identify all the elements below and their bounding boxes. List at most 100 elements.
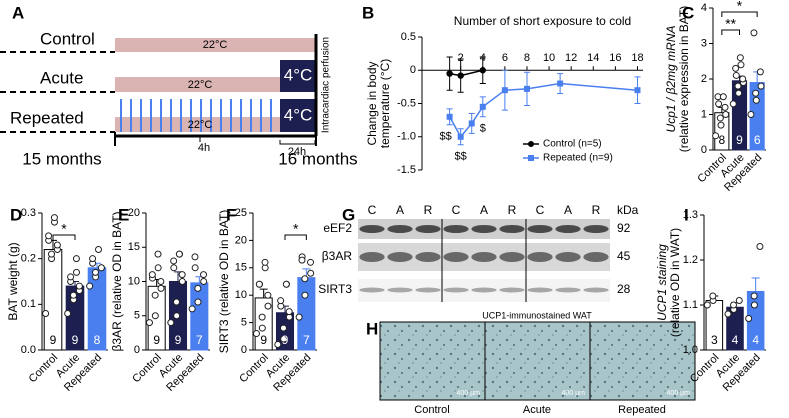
y-tick-label: 15 bbox=[128, 241, 140, 253]
data-point bbox=[97, 264, 105, 272]
data-point bbox=[261, 258, 269, 266]
x-tick-label: 16 bbox=[609, 52, 621, 64]
data-point bbox=[200, 271, 208, 279]
band bbox=[555, 225, 581, 233]
error-bar bbox=[259, 288, 268, 298]
n-label: 9 bbox=[50, 333, 57, 347]
perfusion-label: Intracardiac perfusion bbox=[321, 37, 332, 133]
lane-label: A bbox=[396, 203, 404, 217]
data-point bbox=[67, 273, 75, 281]
data-point bbox=[307, 258, 315, 266]
data-point bbox=[157, 284, 165, 292]
band bbox=[415, 252, 441, 262]
data-point bbox=[145, 319, 153, 327]
y-tick-label: 1 bbox=[701, 108, 707, 120]
data-point bbox=[264, 302, 272, 310]
data-point bbox=[523, 85, 530, 92]
data-point bbox=[178, 271, 186, 279]
series-line bbox=[448, 82, 638, 139]
data-point bbox=[45, 232, 53, 240]
data-point bbox=[557, 80, 564, 87]
x-tick-label: 14 bbox=[587, 52, 599, 64]
data-point bbox=[716, 114, 724, 122]
data-point bbox=[173, 298, 180, 306]
temp-label: 22°C bbox=[188, 119, 213, 131]
data-point bbox=[734, 82, 742, 90]
data-point bbox=[736, 54, 744, 62]
y-tick-label: 0 bbox=[134, 344, 140, 356]
data-point bbox=[175, 250, 183, 258]
y-axis-title: Ucp1 / β2mg mRNA bbox=[664, 26, 678, 133]
y-axis-title: (relative OD in WAT) bbox=[668, 228, 682, 337]
n-label: 8 bbox=[94, 333, 101, 347]
y-tick-label: 4 bbox=[701, 2, 707, 14]
annotation: $$ bbox=[455, 151, 467, 163]
data-point bbox=[178, 278, 186, 285]
data-point bbox=[70, 291, 77, 299]
x-tick-label: 18 bbox=[631, 52, 643, 64]
data-point bbox=[167, 319, 175, 327]
data-point bbox=[64, 309, 72, 317]
y-tick-label: 1.3 bbox=[683, 209, 698, 221]
unit-label: kDa bbox=[617, 203, 639, 217]
band bbox=[387, 252, 413, 262]
significance-bracket bbox=[721, 11, 758, 17]
y-tick-label: 20 bbox=[128, 207, 140, 219]
y-axis-title: (relative expression in BAT) bbox=[677, 6, 691, 153]
band bbox=[555, 287, 581, 293]
data-point bbox=[468, 120, 475, 127]
y-axis-title: Change in body bbox=[365, 61, 379, 145]
significance-bracket bbox=[52, 234, 76, 240]
y-tick-label: 1.1 bbox=[683, 299, 698, 311]
data-point bbox=[48, 250, 55, 258]
y-tick-label: 0.3 bbox=[21, 207, 36, 219]
panel-label: A bbox=[12, 3, 24, 22]
data-point bbox=[258, 324, 266, 332]
significance-label: * bbox=[737, 0, 743, 14]
band bbox=[443, 225, 469, 233]
micrograph-title: UCP1-immunostained WAT bbox=[482, 310, 592, 320]
data-point bbox=[307, 269, 315, 277]
data-point bbox=[280, 335, 288, 343]
y-axis-title: temperature (°C) bbox=[378, 59, 392, 149]
data-point bbox=[252, 330, 260, 338]
band bbox=[527, 225, 553, 233]
y-tick-label: 25 bbox=[235, 207, 247, 219]
band bbox=[471, 287, 497, 293]
n-label: 3 bbox=[711, 333, 718, 347]
data-point bbox=[750, 29, 758, 37]
band bbox=[471, 252, 497, 262]
y-tick-label: 0.0 bbox=[21, 344, 36, 356]
y-axis-title: UCP1 staining bbox=[655, 244, 669, 321]
data-point bbox=[151, 291, 159, 299]
panel-label: I bbox=[684, 205, 689, 224]
data-point bbox=[717, 121, 725, 129]
duration-label: 24h bbox=[288, 146, 306, 158]
data-point bbox=[757, 82, 765, 90]
y-tick-label: 0 bbox=[701, 144, 707, 156]
data-point bbox=[301, 275, 309, 283]
cold-pulses bbox=[120, 99, 272, 132]
x-axis-title: Number of short exposure to cold bbox=[454, 14, 631, 28]
legend-marker bbox=[528, 141, 534, 147]
y-axis-title: SIRT3 (relative OD in BAT) bbox=[217, 210, 231, 354]
band bbox=[499, 225, 525, 233]
legend-marker bbox=[528, 155, 534, 161]
y-tick-label: 2 bbox=[701, 73, 707, 85]
data-point bbox=[457, 72, 464, 79]
data-point bbox=[301, 291, 309, 299]
data-point bbox=[92, 268, 99, 276]
band bbox=[387, 287, 413, 293]
y-tick-label: -0.5 bbox=[397, 97, 416, 109]
row-label: Acute bbox=[40, 68, 83, 87]
lane-label: C bbox=[452, 203, 461, 217]
data-point bbox=[170, 257, 178, 265]
cold-box bbox=[280, 60, 315, 92]
kda-label: 28 bbox=[617, 282, 631, 296]
data-point bbox=[737, 61, 745, 69]
lane-label: R bbox=[592, 203, 601, 217]
lane-label: C bbox=[368, 203, 377, 217]
band bbox=[527, 287, 553, 293]
data-point bbox=[724, 310, 732, 318]
